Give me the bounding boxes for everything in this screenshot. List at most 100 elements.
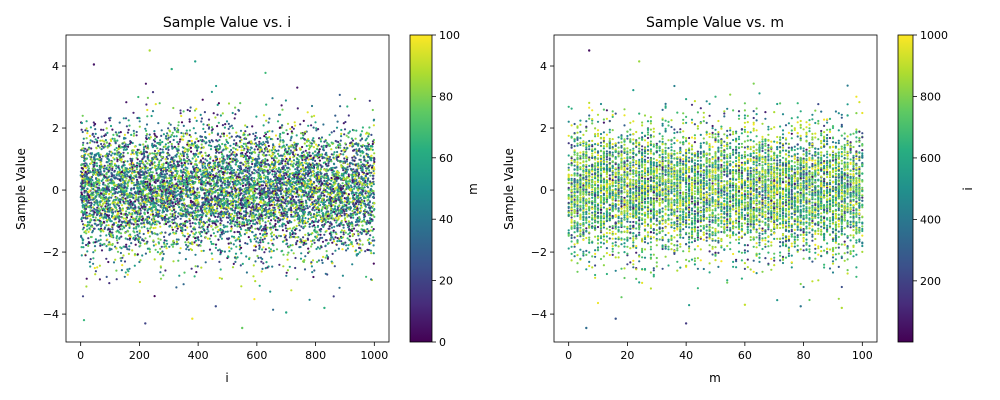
data-point	[155, 208, 158, 211]
data-point	[121, 207, 124, 210]
data-point	[244, 124, 247, 127]
data-point	[368, 126, 371, 129]
data-point	[293, 219, 296, 222]
data-point	[218, 138, 221, 142]
data-point	[240, 246, 243, 249]
data-point	[149, 171, 152, 174]
data-point	[274, 134, 278, 137]
data-point	[165, 172, 169, 175]
data-point	[233, 231, 236, 234]
data-point	[321, 182, 324, 185]
data-point	[222, 135, 225, 138]
data-point	[333, 208, 336, 211]
data-point	[357, 203, 360, 206]
data-point	[295, 160, 298, 163]
data-point	[109, 203, 112, 206]
data-point	[227, 242, 230, 245]
data-point	[103, 164, 106, 167]
data-point	[257, 171, 260, 174]
data-point	[342, 233, 345, 236]
data-point	[128, 245, 131, 248]
data-point	[96, 139, 99, 142]
data-point	[242, 210, 246, 213]
data-point	[197, 236, 200, 239]
data-point	[111, 165, 114, 168]
data-point	[249, 240, 252, 243]
data-point	[232, 243, 235, 246]
data-point	[201, 206, 204, 209]
data-point	[119, 131, 122, 134]
data-point	[157, 149, 160, 152]
data-point	[221, 112, 224, 115]
data-point	[229, 180, 232, 183]
data-point	[201, 98, 204, 101]
data-point	[211, 128, 214, 131]
data-point	[123, 174, 127, 177]
data-point	[150, 114, 153, 118]
data-point	[182, 181, 185, 184]
data-point	[281, 229, 284, 232]
data-point	[196, 213, 199, 216]
data-point	[234, 260, 237, 263]
data-point	[271, 173, 274, 176]
data-point	[344, 241, 347, 244]
data-point	[335, 179, 338, 182]
data-point	[317, 162, 321, 165]
data-point	[193, 275, 196, 278]
data-point	[338, 153, 341, 156]
data-point	[85, 232, 88, 235]
data-point	[143, 242, 146, 245]
data-point	[323, 187, 326, 190]
data-point	[310, 144, 313, 148]
data-point	[142, 148, 145, 151]
data-point	[178, 193, 181, 196]
data-point	[278, 205, 281, 208]
data-point	[187, 188, 190, 191]
data-point	[230, 153, 233, 156]
data-point	[355, 192, 358, 195]
data-point	[151, 184, 154, 187]
data-point	[219, 222, 222, 225]
data-point	[259, 148, 262, 151]
data-point	[370, 171, 373, 174]
data-point	[123, 226, 126, 229]
data-point	[203, 165, 207, 168]
data-point	[235, 135, 238, 138]
data-point	[244, 130, 247, 133]
data-point	[188, 120, 191, 123]
data-point	[89, 126, 92, 129]
data-point	[361, 187, 365, 190]
data-point	[105, 198, 108, 201]
data-point	[209, 213, 212, 216]
data-point	[126, 175, 129, 178]
data-point	[293, 141, 296, 144]
data-point	[274, 179, 277, 182]
data-point	[245, 162, 248, 165]
data-point	[259, 194, 262, 197]
data-point	[186, 108, 189, 112]
data-point	[248, 215, 251, 218]
data-point	[299, 137, 303, 140]
data-point	[92, 257, 95, 260]
data-point	[344, 220, 347, 223]
data-point	[189, 196, 192, 199]
data-point	[148, 250, 151, 253]
data-point	[232, 147, 235, 150]
data-point	[175, 240, 178, 243]
data-point	[252, 249, 255, 252]
data-point	[246, 229, 249, 232]
data-point	[132, 223, 135, 226]
data-point	[88, 261, 91, 264]
data-point	[105, 192, 108, 195]
data-point	[313, 209, 316, 212]
data-point	[330, 217, 333, 220]
data-point	[347, 114, 350, 117]
data-point	[278, 211, 281, 214]
data-point	[265, 234, 268, 237]
data-point	[267, 220, 270, 223]
data-point	[85, 162, 88, 165]
data-point	[149, 213, 152, 216]
data-point	[331, 236, 334, 239]
data-point	[236, 223, 239, 226]
data-point	[244, 160, 247, 163]
